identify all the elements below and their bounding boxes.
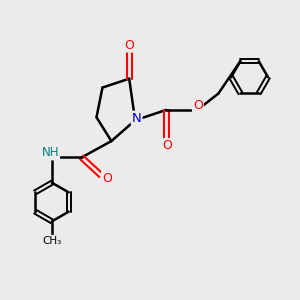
- Text: N: N: [132, 112, 142, 125]
- Text: O: O: [124, 39, 134, 52]
- Text: O: O: [193, 99, 203, 112]
- Text: CH₃: CH₃: [42, 236, 62, 246]
- Text: O: O: [102, 172, 112, 185]
- Text: O: O: [162, 139, 172, 152]
- Text: NH: NH: [42, 146, 59, 160]
